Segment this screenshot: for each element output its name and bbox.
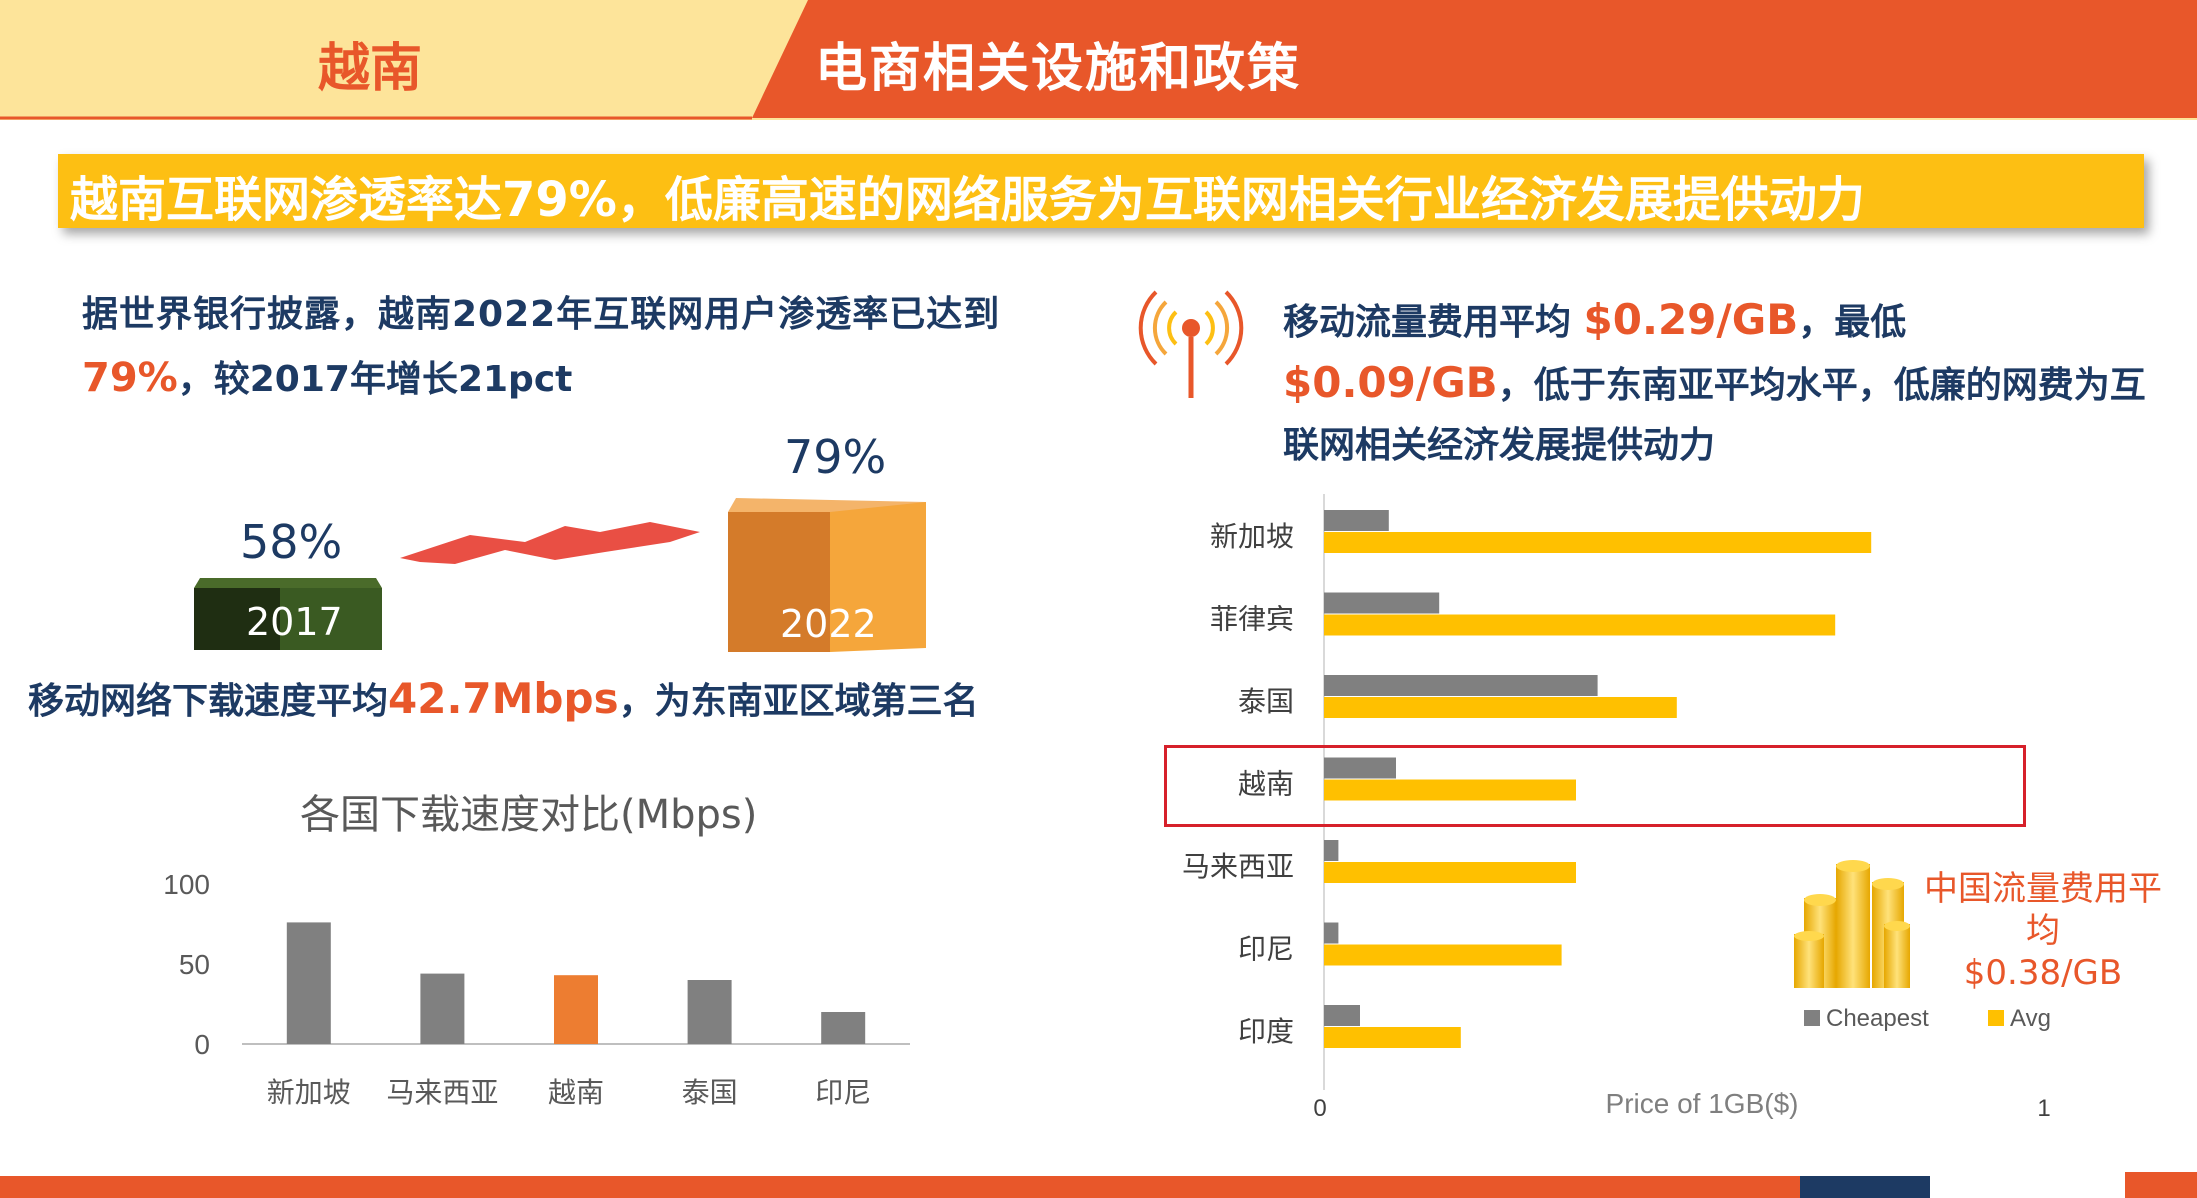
vietnam-highlight-box xyxy=(1164,745,2026,827)
speed-bar xyxy=(286,922,331,1044)
china-note-line2: $0.38/GB xyxy=(1963,953,2123,993)
coins-icon xyxy=(1794,860,1910,988)
cheapest-bar xyxy=(1324,840,1339,861)
speed-text: 移动网络下载速度平均42.7Mbps，为东南亚区域第三名 xyxy=(28,672,979,724)
year-2017-label: 2017 xyxy=(246,600,343,644)
x-category-label: 印尼 xyxy=(815,1076,871,1109)
china-note-line1: 中国流量费用平均 xyxy=(1924,869,2162,951)
speed-bar xyxy=(420,973,465,1044)
speed-chart-title: 各国下载速度对比(Mbps) xyxy=(300,792,758,838)
speed-bar xyxy=(687,980,732,1044)
legend-swatch xyxy=(1988,1010,2004,1026)
footer-accent xyxy=(1800,1176,1930,1198)
block-2022 xyxy=(728,498,926,652)
year-2022-label: 2022 xyxy=(780,602,877,646)
penetration-graphic xyxy=(194,498,926,652)
cheapest-bar xyxy=(1324,675,1598,696)
header-bar xyxy=(0,0,2197,120)
penetration-2022-value: 79% xyxy=(784,430,887,484)
speed-bar xyxy=(821,1012,866,1044)
x-category-label: 泰国 xyxy=(682,1076,738,1109)
y-tick-label: 0 xyxy=(194,1029,210,1060)
avg-bar xyxy=(1324,779,1576,801)
cheapest-bar xyxy=(1324,757,1396,779)
avg-bar xyxy=(1324,614,1836,636)
cheapest-bar xyxy=(1324,592,1440,614)
country-label: 泰国 xyxy=(1238,685,1294,718)
country-label: 印度 xyxy=(1238,1015,1294,1048)
speed-suffix: ，为东南亚区域第三名 xyxy=(618,681,979,722)
footer-logo-area xyxy=(1930,1168,2125,1198)
avg-bar xyxy=(1324,862,1576,883)
y-tick-label: 50 xyxy=(179,949,210,980)
signal-tower-icon xyxy=(1138,290,1244,398)
rate-avg: $0.29/GB xyxy=(1583,295,1799,344)
x-category-label: 马来西亚 xyxy=(386,1076,498,1109)
rate-min: $0.09/GB xyxy=(1283,358,1498,407)
speed-highlight: 42.7Mbps xyxy=(388,674,619,723)
speed-chart: 0 50 100 新加坡 马来西亚 越南 泰国 印尼 xyxy=(163,869,910,1109)
headline-text: 越南互联网渗透率达79%，低廉高速的网络服务为互联网相关行业经济发展提供动力 xyxy=(70,172,1865,228)
cheapest-bar xyxy=(1324,922,1339,944)
page-title: 电商相关设施和政策 xyxy=(815,39,1302,99)
rate-prefix: 移动流量费用平均 xyxy=(1283,302,1584,343)
x-tick-label: 1 xyxy=(2037,1095,2050,1122)
penetration-text-line2: 79%，较2017年增长21pct xyxy=(82,350,572,402)
avg-bar xyxy=(1324,697,1677,718)
speed-prefix: 移动网络下载速度平均 xyxy=(28,681,389,722)
footer-corner xyxy=(2125,1172,2197,1198)
legend-label: Avg xyxy=(2010,1005,2051,1032)
x-category-label: 越南 xyxy=(548,1076,604,1109)
country-label: 越南 xyxy=(1238,768,1294,801)
country-label: 马来西亚 xyxy=(1182,850,1294,883)
rate-suffix: ，低于东南亚平均水平，低廉的网费为互联网相关经济发展提供动力 xyxy=(1283,365,2146,466)
x-category-label: 新加坡 xyxy=(267,1076,351,1109)
legend-label: Cheapest xyxy=(1826,1005,1929,1032)
avg-bar xyxy=(1324,1027,1461,1048)
x-axis-label: Price of 1GB($) xyxy=(1606,1088,1799,1119)
speed-bar xyxy=(554,975,598,1044)
rate-mid: ，最低 xyxy=(1798,302,1907,343)
country-label: 印尼 xyxy=(1238,933,1294,966)
block-2017 xyxy=(194,578,382,650)
x-tick-label: 0 xyxy=(1313,1095,1326,1122)
penetration-growth: ，较2017年增长21pct xyxy=(177,359,573,400)
country-label: 新加坡 xyxy=(1210,520,1294,553)
penetration-2017-value: 58% xyxy=(240,515,343,569)
avg-bar xyxy=(1324,532,1872,553)
cheapest-bar xyxy=(1324,1005,1360,1026)
penetration-text-line1: 据世界银行披露，越南2022年互联网用户渗透率已达到 xyxy=(82,294,1001,335)
penetration-highlight: 79% xyxy=(82,355,178,401)
avg-bar xyxy=(1324,944,1562,966)
cheapest-bar xyxy=(1324,510,1389,531)
y-tick-label: 100 xyxy=(163,869,210,900)
header-background xyxy=(0,0,2197,120)
china-price-note: 中国流量费用平均 $0.38/GB xyxy=(1908,868,2178,994)
growth-arrow xyxy=(400,522,700,564)
data-price-text: 移动流量费用平均 $0.29/GB，最低 $0.09/GB，低于东南亚平均水平，… xyxy=(1283,290,2163,476)
legend-swatch xyxy=(1804,1010,1820,1026)
headline-banner: 越南互联网渗透率达79%，低廉高速的网络服务为互联网相关行业经济发展提供动力 xyxy=(58,154,2144,228)
country-title: 越南 xyxy=(318,39,423,99)
footer-bar xyxy=(0,1176,2197,1198)
country-label: 菲律宾 xyxy=(1210,603,1294,636)
